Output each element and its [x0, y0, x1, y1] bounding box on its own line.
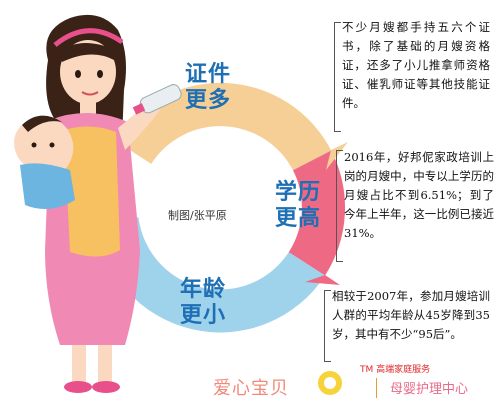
note-education: 2016年，好邦伲家政培训上岗的月嫂中，中专以上学历的月嫂占比不到6.51%；到… — [344, 150, 494, 240]
note-bracket — [334, 22, 341, 132]
footer-divider — [376, 378, 377, 398]
segment-label-line: 更小 — [180, 303, 227, 328]
segment-label-age: 年龄 更小 — [180, 277, 226, 329]
segment-label-line: 学历 — [275, 180, 322, 205]
chart-credit: 制图/张平原 — [168, 209, 227, 222]
note-certificates: 不少月嫂都手持五六个证书，除了基础的月嫂资格证，还多了小儿推拿师资格证、催乳师证… — [342, 20, 490, 110]
segment-label-line: 更多 — [185, 88, 232, 113]
segment-label-education: 学历 更高 — [275, 180, 321, 232]
watermark-center-name: 母婴护理中心 — [390, 382, 469, 397]
ring-segment-right — [288, 150, 346, 276]
watermark-tagline: TM 高端家庭服务 — [360, 365, 431, 375]
segment-label-line: 年龄 — [180, 277, 227, 302]
note-bracket — [324, 290, 331, 362]
note-bracket — [336, 150, 343, 262]
ring-segment-bottom — [96, 217, 325, 333]
watermark-brand-name: 爱心宝贝 — [213, 378, 289, 399]
segment-label-line: 证件 — [185, 62, 232, 87]
note-age: 相较于2007年，参加月嫂培训人群的平均年龄从45岁降到35岁，其中有不少“95… — [332, 289, 490, 341]
ring-arrow-top — [326, 142, 348, 170]
brand-logo — [318, 371, 342, 395]
baby-figure — [14, 115, 75, 209]
segment-label-certificates: 证件 更多 — [185, 62, 231, 114]
segment-label-line: 更高 — [275, 206, 322, 231]
ring-arrow-right — [305, 275, 340, 285]
ring-segment-top — [115, 82, 332, 171]
